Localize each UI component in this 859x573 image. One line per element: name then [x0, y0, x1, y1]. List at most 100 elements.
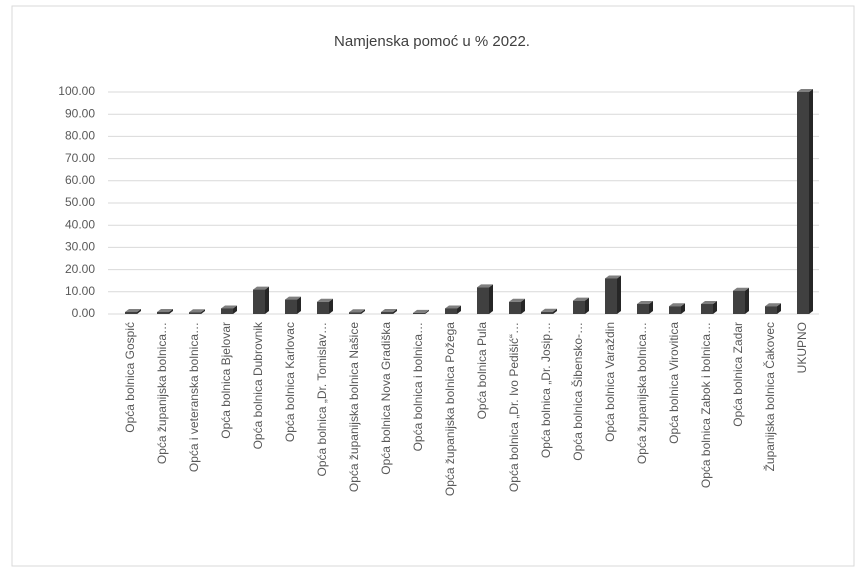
bar-top — [125, 309, 141, 313]
bar — [413, 312, 425, 314]
x-tick-label: Opća županijska bolnica… — [635, 322, 649, 464]
bar-top — [541, 308, 557, 312]
bar — [573, 300, 585, 314]
bar — [701, 304, 713, 314]
y-tick-label: 100.00 — [58, 84, 95, 98]
bar-top — [509, 298, 525, 302]
bar — [157, 312, 169, 314]
x-tick-label: Opća bolnica Šibensko-… — [570, 322, 585, 461]
bar-side — [297, 296, 301, 314]
bar-top — [797, 89, 813, 92]
bar-top — [477, 284, 493, 288]
bar-side — [169, 309, 173, 314]
y-tick-label: 0.00 — [72, 306, 96, 320]
bar-side — [585, 297, 589, 314]
bar-top — [253, 286, 269, 290]
bar-top — [445, 305, 461, 309]
bar-side — [745, 287, 749, 314]
bar-side — [265, 286, 269, 314]
bar — [477, 287, 489, 314]
x-tick-label: Opća županijska bolnica Našice — [347, 322, 361, 492]
x-tick-label: Opća bolnica Varaždin — [603, 322, 617, 442]
bar-top — [605, 275, 621, 279]
y-tick-label: 20.00 — [65, 262, 95, 276]
bar-side — [137, 309, 141, 314]
x-tick-label: UKUPNO — [795, 322, 809, 373]
bar-side — [713, 301, 717, 314]
bar-side — [809, 89, 813, 314]
x-tick-label: Opća bolnica „Dr. Josip… — [539, 322, 553, 458]
chart-area — [11, 5, 855, 567]
bar-top — [573, 297, 589, 301]
bar-top — [349, 309, 365, 313]
x-tick-label: Opća bolnica Karlovac — [283, 322, 297, 442]
bar-side — [425, 309, 429, 314]
x-tick-label: Opća bolnica Bjelovar — [219, 322, 233, 439]
x-tick-label: Opća bolnica Virovitica — [667, 322, 681, 444]
x-tick-label: Opća bolnica i bolnica… — [411, 322, 425, 451]
bar-top — [637, 301, 653, 305]
bar — [445, 308, 457, 314]
y-tick-label: 50.00 — [65, 195, 95, 209]
bar — [349, 312, 361, 314]
bar-side — [553, 308, 557, 314]
x-tick-label: Opća bolnica Dubrovnik — [251, 321, 265, 449]
y-tick-label: 10.00 — [65, 284, 95, 298]
y-tick-label: 70.00 — [65, 151, 95, 165]
x-tick-label: Opća bolnica Pula — [475, 322, 489, 420]
x-tick-label: Opća županijska bolnica Požega — [443, 322, 457, 496]
bar-side — [329, 298, 333, 314]
bar-side — [233, 305, 237, 314]
bar-side — [521, 298, 525, 314]
x-tick-label: Opća bolnica Zadar — [731, 322, 745, 427]
bar — [541, 311, 553, 314]
bar-side — [617, 275, 621, 314]
bar — [317, 301, 329, 314]
bar — [605, 278, 617, 314]
bar-top — [765, 303, 781, 307]
bar — [637, 304, 649, 314]
x-tick-label: Opća i veteranska bolnica… — [187, 322, 201, 472]
y-tick-label: 90.00 — [65, 106, 95, 120]
chart-title: Namjenska pomoć u % 2022. — [334, 33, 530, 50]
bar — [189, 312, 201, 314]
bar — [125, 312, 137, 314]
bar-side — [777, 303, 781, 314]
bar-side — [489, 284, 493, 314]
bar-top — [157, 309, 173, 313]
bar — [381, 312, 393, 314]
bar-side — [393, 309, 397, 314]
bar-top — [285, 296, 301, 300]
x-tick-label: Opća bolnica Zabok i bolnica… — [699, 322, 713, 488]
bar-top — [221, 305, 237, 309]
bar-top — [413, 309, 429, 313]
x-tick-label: Opća bolnica „Dr. Tomislav… — [315, 322, 329, 477]
x-tick-label: Opća bolnica Gospić — [123, 322, 137, 433]
y-tick-label: 60.00 — [65, 173, 95, 187]
bar-side — [361, 309, 365, 314]
x-tick-label: Opća bolnica Nova Gradiška — [379, 322, 393, 475]
bar-side — [457, 305, 461, 314]
bar — [797, 92, 809, 314]
bar-top — [189, 309, 205, 313]
bar-side — [649, 301, 653, 314]
bar-top — [669, 303, 685, 307]
bar — [253, 289, 265, 314]
bar-top — [381, 309, 397, 313]
bar-top — [317, 298, 333, 302]
bar — [765, 306, 777, 314]
x-tick-label: Opća bolnica „Dr. Ivo Pedišić“… — [507, 322, 521, 492]
x-tick-label: Županijska bolnica Čakovec — [762, 322, 777, 471]
bar-top — [733, 287, 749, 291]
x-tick-label: Opća županijska bolnica… — [155, 322, 169, 464]
bar-top — [701, 301, 717, 305]
bar — [669, 306, 681, 314]
y-tick-label: 80.00 — [65, 129, 95, 143]
bar-side — [201, 309, 205, 314]
y-tick-label: 30.00 — [65, 240, 95, 254]
y-tick-label: 40.00 — [65, 217, 95, 231]
bar — [509, 301, 521, 314]
bar — [221, 308, 233, 314]
bar-side — [681, 303, 685, 314]
